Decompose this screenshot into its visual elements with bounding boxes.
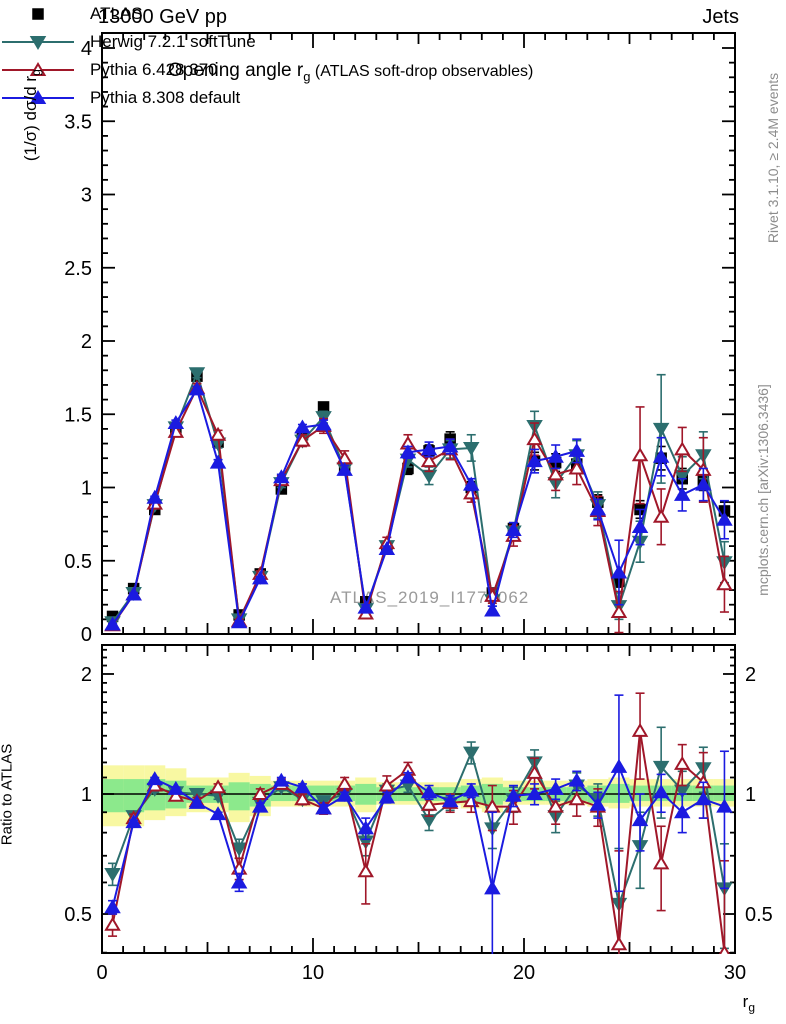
legend: ATLAS Herwig 7.2.1 softTune Pythia 6.428… [0, 0, 786, 112]
main-y-tick-label: 2.5 [64, 258, 92, 280]
plot-title: Opening angle rg (ATLAS soft-drop observ… [168, 60, 533, 84]
main-y-tick-label: 3.5 [64, 111, 92, 133]
x-axis-label: rg [600, 992, 755, 1014]
x-tick-label: 10 [302, 962, 324, 984]
x-axis-label-text: r [742, 992, 749, 1011]
legend-item-herwig: Herwig 7.2.1 softTune [0, 28, 786, 56]
beam-energy-label: 13000 GeV pp [98, 6, 227, 28]
ratio-series-pythia-6-428-370 [104, 692, 730, 954]
main-y-tick-label: 4 [81, 38, 92, 60]
ratio-y-tick-label-right: 1 [745, 784, 756, 806]
main-y-axis-label: (1/σ) dσ/d rg [21, 0, 43, 235]
legend-label: Pythia 6.428 370 [90, 60, 218, 79]
main-y-tick-label: 1.5 [64, 404, 92, 426]
legend-item-pythia6: Pythia 6.428 370 [0, 56, 786, 84]
analysis-watermark: ATLAS_2019_I1772062 [330, 588, 530, 607]
legend-label: Pythia 8.308 default [90, 88, 241, 107]
tick-labels: 00.511.522.533.540.5 0.51 12 20 10 20 30 [64, 38, 773, 984]
legend-label: ATLAS [90, 4, 143, 23]
analysis-group-label: Jets [702, 6, 739, 28]
herwig-marker-icon [2, 36, 74, 50]
mcplots-arxiv-note: mcplots.cern.ch [arXiv:1306.3436] [755, 384, 771, 596]
pythia6-marker-icon [2, 62, 74, 76]
ratio-y-axis-label: Ratio to ATLAS [0, 743, 16, 846]
x-tick-label: 30 [724, 962, 746, 984]
x-tick-label: 20 [513, 962, 535, 984]
legend-item-atlas: ATLAS [0, 0, 786, 28]
x-axis-label-sub: g [748, 1000, 755, 1015]
ratio-y-tick-label-left: 1 [81, 784, 92, 806]
pythia8-marker-icon [2, 90, 74, 104]
main-y-tick-label: 0.5 [64, 551, 92, 573]
ratio-series-pythia-8-308-default [104, 694, 733, 954]
ratio-y-tick-label-left: 2 [81, 664, 92, 686]
main-y-tick-label: 0 [81, 624, 92, 646]
legend-item-pythia8: Pythia 8.308 default [0, 84, 786, 112]
plot-title-paren: (ATLAS soft-drop observables) [310, 63, 534, 80]
ratio-y-tick-label-left: 0.5 [64, 904, 92, 926]
main-series-atlas [106, 370, 731, 623]
axis-ticks [102, 33, 735, 954]
legend-label: Herwig 7.2.1 softTune [90, 32, 256, 51]
ratio-y-tick-label-right: 2 [745, 664, 756, 686]
main-y-tick-label: 2 [81, 331, 92, 353]
atlas-marker-icon [32, 8, 44, 20]
plot-title-sub: g [303, 68, 311, 84]
main-y-axis-label-text: (1/σ) dσ/d r [20, 75, 40, 162]
ratio-y-tick-label-right: 0.5 [745, 904, 773, 926]
main-y-axis-label-sub: g [29, 69, 44, 76]
main-y-tick-label: 1 [81, 478, 92, 500]
x-tick-label: 0 [96, 962, 107, 984]
main-series-pythia-8-308-default [104, 381, 733, 631]
plot-title-main: Opening angle r [168, 60, 304, 81]
main-y-tick-label: 3 [81, 185, 92, 207]
rivet-version-note: Rivet 3.1.10, ≥ 2.4M events [765, 72, 781, 244]
